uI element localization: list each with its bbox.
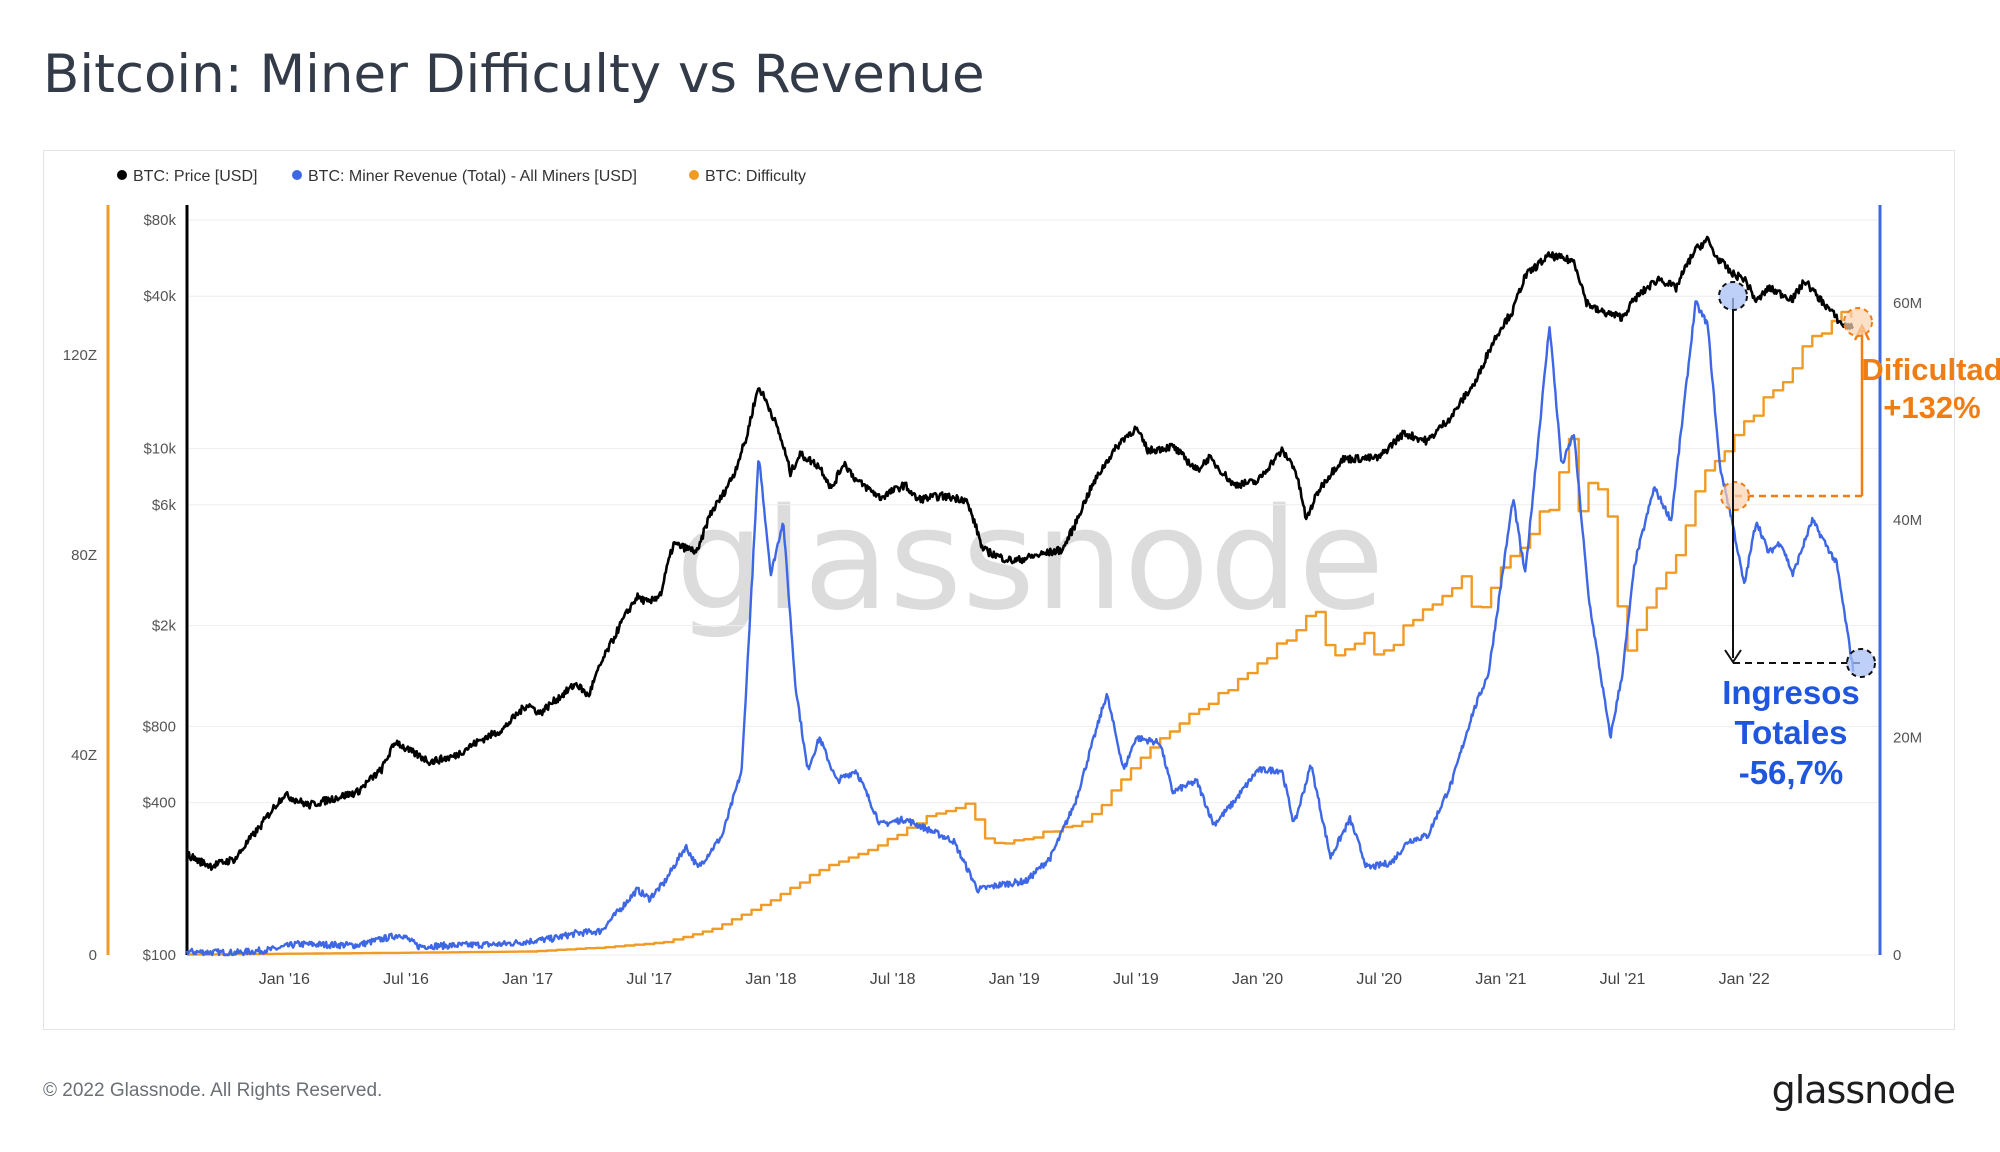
page-title: Bitcoin: Miner Difficulty vs Revenue — [43, 44, 985, 105]
difficulty-tick-label: 40Z — [71, 747, 97, 764]
difficulty-annotation-label: Dificultad — [1861, 352, 2000, 387]
revenue-tick-label: 0 — [1893, 947, 1901, 964]
price-series-line — [185, 235, 1855, 871]
x-tick-label: Jan '16 — [259, 971, 310, 988]
price-tick-label: $80k — [143, 212, 176, 229]
x-tick-label: Jul '16 — [383, 971, 429, 988]
revenue-start-marker — [1718, 281, 1748, 311]
x-tick-label: Jan '20 — [1232, 971, 1283, 988]
watermark: glassnode — [676, 479, 1385, 642]
x-tick-label: Jul '20 — [1356, 971, 1402, 988]
revenue-tick-label: 40M — [1893, 512, 1922, 529]
legend-revenue-dot[interactable] — [292, 170, 302, 180]
x-tick-label: Jul '19 — [1113, 971, 1159, 988]
axis-labels: $100 $400 $800 $2k $6k $10k $40k $80k 0 40Z 80Z 120… — [63, 212, 1922, 964]
difficulty-start-marker — [1720, 481, 1750, 511]
revenue-series-line — [185, 300, 1855, 957]
annotations: Dificultad +132% Ingresos Totales -56,7% — [1718, 281, 2000, 791]
legend-price-dot[interactable] — [117, 170, 127, 180]
difficulty-tick-label: 120Z — [63, 347, 97, 364]
price-tick-label: $10k — [143, 441, 176, 458]
gridlines — [187, 219, 1878, 956]
price-tick-label: $800 — [143, 718, 176, 735]
difficulty-tick-label: 0 — [89, 947, 97, 964]
glassnode-logo[interactable]: glassnode — [1771, 1068, 1956, 1112]
revenue-annotation-line2: Totales — [1734, 714, 1847, 751]
difficulty-end-marker — [1843, 307, 1873, 337]
price-tick-label: $6k — [152, 497, 177, 514]
revenue-annotation-value: -56,7% — [1739, 754, 1844, 791]
x-tick-label: Jan '21 — [1475, 971, 1526, 988]
x-axis-labels: Jan '16 Jul '16 Jan '17 Jul '17 Jan '18 Jul '… — [259, 971, 1770, 988]
revenue-end-marker — [1846, 648, 1876, 678]
legend-revenue-label[interactable]: BTC: Miner Revenue (Total) - All Miners … — [308, 168, 637, 185]
revenue-annotation-line1: Ingresos — [1722, 674, 1860, 711]
legend-difficulty-dot[interactable] — [689, 170, 699, 180]
legend: BTC: Price [USD] BTC: Miner Revenue (Tot… — [117, 168, 806, 185]
legend-difficulty-label[interactable]: BTC: Difficulty — [705, 168, 806, 185]
price-tick-label: $40k — [143, 288, 176, 305]
x-tick-label: Jul '18 — [870, 971, 916, 988]
difficulty-tick-label: 80Z — [71, 547, 97, 564]
legend-price-label[interactable]: BTC: Price [USD] — [133, 168, 257, 185]
copyright-text: © 2022 Glassnode. All Rights Reserved. — [43, 1080, 383, 1101]
x-tick-label: Jan '17 — [502, 971, 553, 988]
revenue-tick-label: 20M — [1893, 730, 1922, 747]
difficulty-annotation-value: +132% — [1883, 390, 1980, 425]
x-tick-label: Jul '21 — [1600, 971, 1646, 988]
price-tick-label: $100 — [143, 947, 176, 964]
revenue-tick-label: 60M — [1893, 295, 1922, 312]
x-tick-label: Jul '17 — [626, 971, 672, 988]
series-layer — [185, 235, 1855, 957]
price-tick-label: $400 — [143, 795, 176, 812]
x-tick-label: Jan '19 — [989, 971, 1040, 988]
price-tick-label: $2k — [152, 618, 177, 635]
x-tick-label: Jan '22 — [1719, 971, 1770, 988]
x-tick-label: Jan '18 — [745, 971, 796, 988]
